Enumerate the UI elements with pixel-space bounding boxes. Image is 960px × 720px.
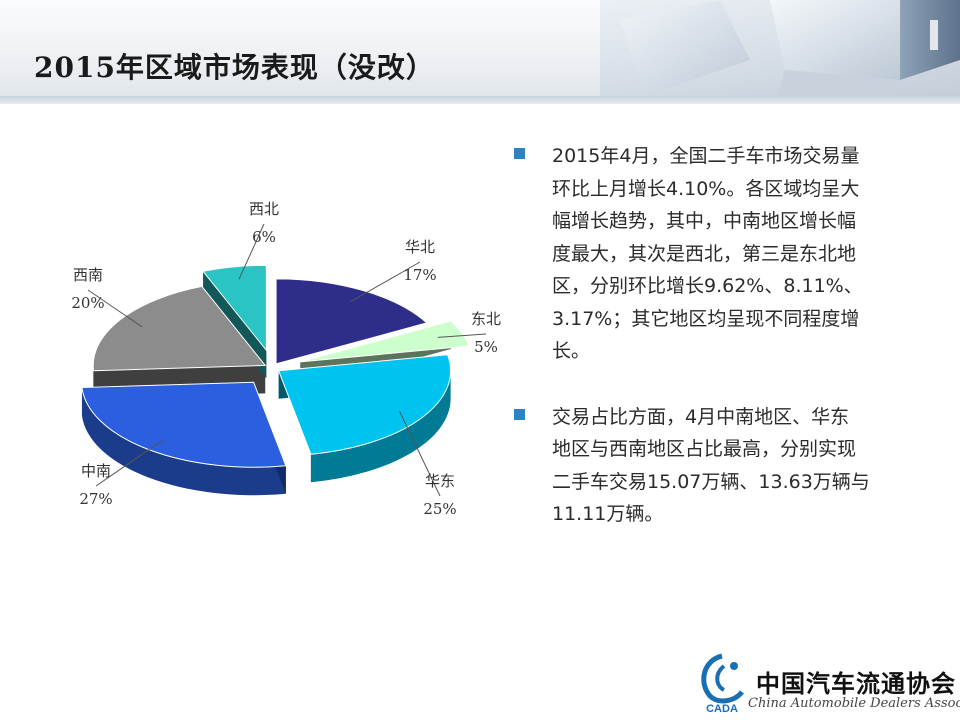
bullet-marker	[514, 148, 525, 159]
bullet-line: 幅增长趋势，其中，中南地区增长幅	[552, 210, 857, 232]
pie-value-label: 5%	[474, 338, 498, 356]
bullet-line: 环比上月增长4.10%。各区域均呈大	[552, 177, 860, 200]
bullet-item-share: 交易占比方面，4月中南地区、华东 地区与西南地区占比最高，分别实现 二手车交易1…	[514, 401, 934, 531]
pie-slice-side	[81, 387, 286, 496]
pie-slice-side	[310, 370, 451, 483]
pie-leader-line	[95, 438, 165, 487]
pie-category-label: 西北	[249, 200, 279, 218]
pie-slice-0	[275, 278, 428, 365]
org-name-en: China Automobile Dealers Association	[748, 696, 960, 711]
pie-leader-line	[350, 261, 421, 303]
bullet-text: 2015年4月，全国二手车市场交易量 环比上月增长4.10%。各区域均呈大 幅增…	[552, 140, 934, 368]
bullet-line: 长。	[552, 340, 591, 362]
page-title: 2015年区域市场表现（没改）	[34, 51, 435, 84]
bullet-list: 2015年4月，全国二手车市场交易量 环比上月增长4.10%。各区域均呈大 幅增…	[514, 140, 934, 564]
pie-category-label: 中南	[81, 462, 111, 480]
bullet-line: 2015年4月，全国二手车市场交易量	[552, 145, 860, 167]
bullet-item-growth: 2015年4月，全国二手车市场交易量 环比上月增长4.10%。各区域均呈大 幅增…	[514, 140, 934, 368]
pie-value-label: 20%	[71, 294, 104, 312]
logo-text: CADA	[706, 703, 738, 714]
bullet-line: 交易占比方面，4月中南地区、华东	[552, 405, 850, 428]
pie-value-label: 25%	[423, 500, 456, 518]
pie-leader-line	[437, 333, 487, 338]
pie-slice-3	[81, 381, 287, 468]
decorative-cubes	[600, 0, 960, 104]
pie-leader-line	[399, 411, 441, 497]
header-banner: 2015年区域市场表现（没改）	[0, 0, 960, 104]
pie-category-label: 东北	[471, 310, 501, 328]
pie-slice-2	[277, 354, 452, 455]
bullet-line: 11.11万辆。	[552, 503, 664, 525]
header-band	[0, 96, 960, 104]
pie-category-label: 西南	[73, 266, 103, 284]
pie-slice-4	[92, 285, 267, 372]
pie-slice-5	[202, 264, 267, 352]
pie-value-label: 17%	[403, 266, 436, 284]
org-name: 中国汽车流通协会	[756, 669, 956, 698]
pie-slice-1	[300, 320, 470, 363]
bullet-line: 区，分别环比增长9.62%、8.11%、	[552, 275, 863, 297]
pie-category-label: 华东	[425, 472, 455, 490]
pie-leader-line	[238, 223, 265, 280]
bullet-marker	[514, 408, 525, 420]
bullet-line: 二手车交易15.07万辆、13.63万辆与	[552, 470, 870, 493]
pie-value-label: 6%	[252, 228, 276, 246]
pie-category-label: 华北	[405, 238, 435, 256]
pie-leader-line	[87, 289, 143, 328]
bullet-line: 3.17%；其它地区均呈现不同程度增	[552, 307, 860, 330]
pie-value-label: 27%	[79, 490, 112, 508]
cada-logo: CADA	[701, 653, 744, 714]
bullet-text: 交易占比方面，4月中南地区、华东 地区与西南地区占比最高，分别实现 二手车交易1…	[552, 401, 934, 531]
bullet-line: 地区与西南地区占比最高，分别实现	[552, 438, 857, 460]
bullet-line: 度最大，其次是西北，第三是东北地	[552, 242, 857, 265]
